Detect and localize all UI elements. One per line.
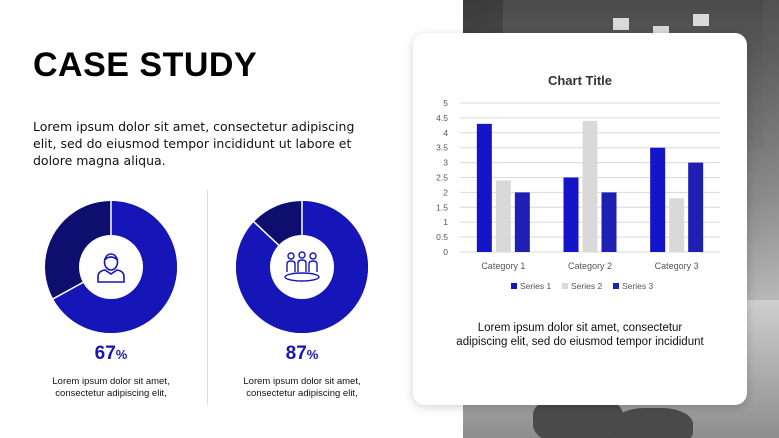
stat-caption-1: Lorem ipsum dolor sit amet, consectetur … [52, 376, 170, 399]
divider [207, 190, 208, 405]
bar-3 [688, 162, 704, 252]
legend-swatch [613, 283, 619, 289]
legend-label: Series 1 [520, 281, 551, 291]
stat-caption-2: Lorem ipsum dolor sit amet, consectetur … [243, 376, 361, 399]
y-tick-label: 3.5 [436, 143, 448, 153]
bar-1 [650, 147, 666, 252]
intro-text: Lorem ipsum dolor sit amet, consectetur … [33, 119, 355, 168]
sticky-note [693, 14, 709, 26]
bar-2 [669, 198, 685, 252]
chart-card: Chart Title 0 0.5 1 1.5 2 2.5 3 3.5 4 4.5 5 Categor… [413, 33, 747, 405]
bar-3 [601, 192, 617, 252]
bar-2 [495, 180, 511, 252]
y-tick-label: 2.5 [436, 173, 448, 183]
y-tick-label: 1 [443, 217, 448, 227]
donut-hole [79, 235, 143, 299]
legend-label: Series 2 [571, 281, 602, 291]
bar-2 [582, 120, 598, 252]
x-category-label: Category 1 [481, 261, 525, 271]
y-tick-label: 1.5 [436, 202, 448, 212]
bar-3 [514, 192, 530, 252]
y-tick-label: 4.5 [436, 113, 448, 123]
person-icon [79, 235, 143, 299]
legend-swatch [511, 283, 517, 289]
team-icon [270, 235, 334, 299]
legend-swatch [562, 283, 568, 289]
x-category-label: Category 3 [655, 261, 699, 271]
donut-chart-1 [45, 201, 177, 333]
donut-chart-2 [236, 201, 368, 333]
stat-value-1: 67% [94, 343, 128, 364]
sticky-note [613, 18, 629, 30]
x-category-label: Category 2 [568, 261, 612, 271]
y-tick-label: 4 [443, 128, 448, 138]
hand-shape [613, 408, 693, 438]
bar-1 [563, 177, 579, 252]
card-description: Lorem ipsum dolor sit amet, consectetur … [456, 322, 704, 348]
legend-label: Series 3 [622, 281, 653, 291]
y-tick-label: 5 [443, 98, 448, 108]
bar-chart: 0 0.5 1 1.5 2 2.5 3 3.5 4 4.5 5 Category 1 Category … [436, 98, 720, 291]
stat-value-2: 87% [285, 343, 319, 364]
y-tick-label: 0.5 [436, 232, 448, 242]
donut-hole [270, 235, 334, 299]
y-tick-label: 3 [443, 158, 448, 168]
chart-title: Chart Title [547, 73, 613, 88]
bar-1 [476, 123, 492, 252]
page-title: CASE STUDY [33, 46, 258, 84]
y-tick-label: 2 [443, 187, 448, 197]
y-tick-label: 0 [443, 247, 448, 257]
